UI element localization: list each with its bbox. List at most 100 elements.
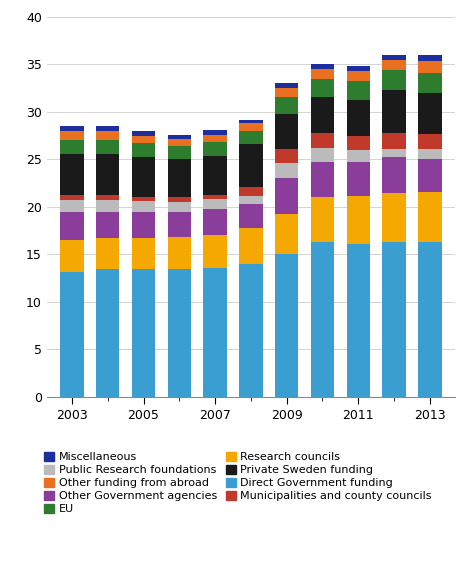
Bar [204, 268, 227, 397]
Bar [132, 197, 155, 201]
Bar [311, 242, 334, 397]
Bar [382, 70, 406, 90]
Bar [418, 73, 441, 93]
Bar [61, 139, 83, 154]
Bar [132, 131, 155, 136]
Bar [204, 135, 227, 142]
Bar [239, 228, 263, 264]
Bar [96, 269, 120, 397]
Bar [96, 194, 120, 200]
Bar [204, 130, 227, 135]
Bar [311, 69, 334, 79]
Bar [418, 149, 441, 159]
Bar [168, 269, 191, 397]
Bar [96, 126, 120, 131]
Bar [418, 242, 441, 397]
Bar [347, 136, 370, 150]
Bar [347, 100, 370, 136]
Bar [347, 150, 370, 162]
Bar [239, 124, 263, 131]
Bar [239, 144, 263, 187]
Bar [96, 131, 120, 139]
Bar [275, 88, 298, 97]
Bar [132, 143, 155, 156]
Bar [418, 134, 441, 149]
Bar [382, 90, 406, 133]
Bar [132, 136, 155, 143]
Bar [347, 66, 370, 71]
Bar [168, 202, 191, 211]
Bar [168, 159, 191, 197]
Bar [204, 209, 227, 235]
Bar [61, 131, 83, 139]
Bar [96, 238, 120, 269]
Bar [275, 149, 298, 163]
Bar [347, 71, 370, 81]
Bar [239, 120, 263, 124]
Bar [61, 154, 83, 194]
Bar [204, 156, 227, 194]
Bar [418, 159, 441, 192]
Bar [204, 200, 227, 209]
Bar [311, 97, 334, 133]
Bar [61, 272, 83, 397]
Bar [132, 269, 155, 397]
Bar [61, 211, 83, 240]
Bar [132, 211, 155, 238]
Bar [311, 148, 334, 162]
Bar [132, 201, 155, 211]
Bar [418, 61, 441, 73]
Bar [61, 240, 83, 272]
Bar [347, 162, 370, 196]
Bar [418, 192, 441, 242]
Bar [275, 255, 298, 397]
Bar [382, 60, 406, 70]
Bar [382, 149, 406, 156]
Bar [132, 238, 155, 269]
Bar [96, 211, 120, 238]
Bar [168, 197, 191, 202]
Bar [239, 187, 263, 196]
Bar [382, 242, 406, 397]
Bar [418, 93, 441, 134]
Bar [275, 214, 298, 255]
Bar [275, 83, 298, 88]
Bar [96, 154, 120, 194]
Bar [239, 196, 263, 204]
Bar [311, 133, 334, 148]
Bar [347, 81, 370, 100]
Bar [239, 204, 263, 228]
Bar [96, 139, 120, 154]
Bar [168, 138, 191, 146]
Bar [168, 146, 191, 159]
Bar [311, 162, 334, 197]
Legend: Miscellaneous, Public Research foundations, Other funding from abroad, Other Gov: Miscellaneous, Public Research foundatio… [44, 452, 432, 514]
Bar [275, 114, 298, 149]
Bar [61, 126, 83, 131]
Bar [168, 211, 191, 238]
Bar [382, 193, 406, 242]
Bar [275, 97, 298, 114]
Bar [96, 200, 120, 211]
Bar [382, 55, 406, 60]
Bar [61, 200, 83, 211]
Bar [132, 156, 155, 197]
Bar [168, 238, 191, 269]
Bar [382, 156, 406, 193]
Bar [204, 194, 227, 200]
Bar [311, 79, 334, 97]
Bar [275, 177, 298, 214]
Bar [275, 163, 298, 177]
Bar [168, 135, 191, 138]
Bar [382, 133, 406, 149]
Bar [239, 131, 263, 144]
Bar [61, 194, 83, 200]
Bar [347, 196, 370, 244]
Bar [347, 244, 370, 397]
Bar [204, 142, 227, 156]
Bar [311, 65, 334, 69]
Bar [418, 55, 441, 61]
Bar [239, 264, 263, 397]
Bar [311, 197, 334, 242]
Bar [204, 235, 227, 268]
